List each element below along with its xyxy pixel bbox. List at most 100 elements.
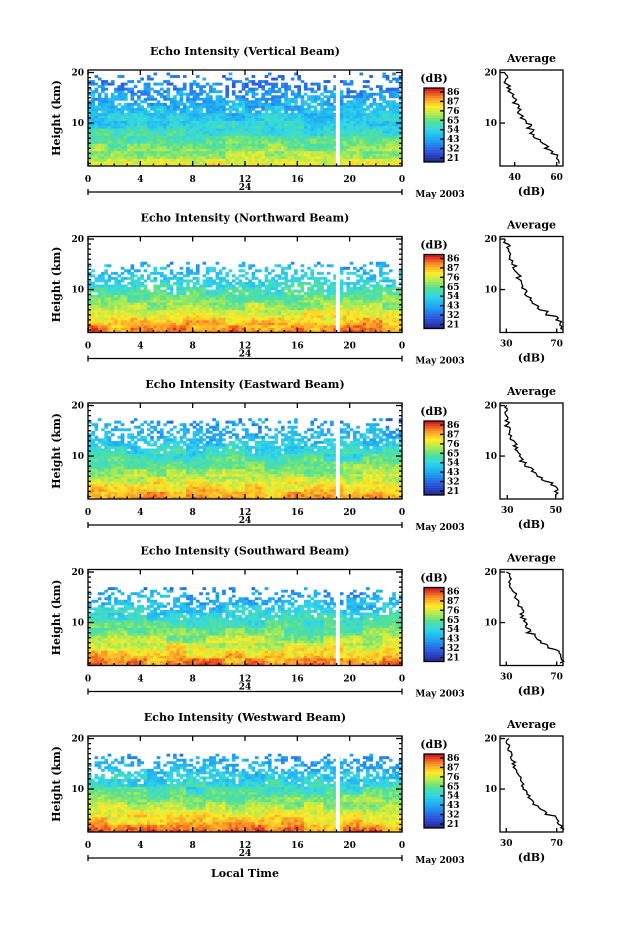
heatmap-cell <box>313 148 318 152</box>
heatmap-cell <box>218 138 223 142</box>
heatmap-cell <box>238 110 243 114</box>
heatmap-cell <box>156 153 161 157</box>
heatmap-cell <box>228 284 233 288</box>
heatmap-cell <box>362 118 367 121</box>
heatmap-cell <box>343 115 347 119</box>
heatmap-cell <box>303 307 308 311</box>
heatmap-cell <box>127 90 131 94</box>
heatmap-cell <box>359 110 364 114</box>
heatmap-cell <box>146 145 151 149</box>
heatmap-cell <box>254 314 259 318</box>
heatmap-cell <box>326 284 331 288</box>
heatmap-cell <box>280 276 285 280</box>
heatmap-cell <box>303 102 308 106</box>
heatmap-cell <box>385 118 390 121</box>
heatmap-cell <box>280 75 285 78</box>
heatmap-cell <box>372 97 377 101</box>
heatmap-cell <box>120 143 125 147</box>
heatmap-cell <box>140 163 144 167</box>
heatmap-cell <box>372 276 377 280</box>
heatmap-cell <box>343 128 347 132</box>
heatmap-cell <box>88 264 92 268</box>
heatmap-cell <box>313 297 318 301</box>
heatmap-cell <box>316 160 321 164</box>
heatmap-cell <box>310 138 315 142</box>
heatmap-cell <box>316 281 321 285</box>
heatmap-cell <box>271 115 275 119</box>
heatmap-cell <box>123 133 128 137</box>
heatmap-cell <box>104 314 109 318</box>
heatmap-cell <box>195 294 200 298</box>
heatmap-cell <box>238 274 243 278</box>
heatmap-cell <box>176 130 180 134</box>
heatmap-cell <box>186 314 190 318</box>
heatmap-cell <box>166 281 171 285</box>
heatmap-cell <box>320 110 324 114</box>
heatmap-cell <box>300 289 305 293</box>
heatmap-cell <box>366 143 370 147</box>
heatmap-cell <box>251 322 256 326</box>
heatmap-cell <box>385 125 390 129</box>
heatmap-cell <box>343 80 347 84</box>
heatmap-cell <box>202 77 207 81</box>
heatmap-cell <box>88 279 92 283</box>
heatmap-cell <box>290 299 295 303</box>
heatmap-cell <box>88 80 92 84</box>
heatmap-cell <box>261 312 266 316</box>
heatmap-cell <box>241 135 246 139</box>
heatmap-cell <box>159 130 164 134</box>
heatmap-cell <box>114 138 118 142</box>
heatmap-cell <box>326 150 331 154</box>
heatmap-cell <box>176 118 180 121</box>
heatmap-cell <box>120 112 125 116</box>
heatmap-cell <box>375 307 380 311</box>
heatmap-cell <box>97 95 102 99</box>
heatmap-cell <box>277 148 282 152</box>
heatmap-cell <box>294 302 298 306</box>
heatmap-cell <box>297 322 301 326</box>
heatmap-cell <box>222 135 226 139</box>
heatmap-cell <box>369 314 373 318</box>
heatmap-cell <box>362 289 367 293</box>
heatmap-cell <box>166 112 171 116</box>
heatmap-cell <box>366 309 370 313</box>
heatmap-cell <box>169 160 174 164</box>
heatmap-cell <box>222 297 226 301</box>
heatmap-cell <box>356 118 360 121</box>
heatmap-cell <box>153 289 158 293</box>
heatmap-cell <box>284 92 288 96</box>
heatmap-cell <box>323 309 328 313</box>
heatmap-cell <box>153 123 158 126</box>
heatmap-cell <box>261 138 266 142</box>
heatmap-cell <box>97 143 102 147</box>
heatmap-cell <box>310 128 315 132</box>
heatmap-cell <box>91 118 95 121</box>
heatmap-cell <box>359 284 364 288</box>
heatmap-cell <box>97 148 102 152</box>
heatmap-cell <box>231 133 236 137</box>
heatmap-cell <box>375 150 380 154</box>
heatmap-cell <box>356 302 360 306</box>
heatmap-cell <box>146 123 151 126</box>
heatmap-cell <box>153 130 158 134</box>
heatmap-cell <box>274 143 279 147</box>
heatmap-cell <box>313 128 318 132</box>
heatmap-cell <box>222 266 226 270</box>
heatmap-cell <box>189 289 194 293</box>
heatmap-cell <box>228 115 233 119</box>
heatmap-cell <box>284 97 288 101</box>
heatmap-cell <box>307 312 311 316</box>
heatmap-cell <box>323 112 328 116</box>
heatmap-cell <box>323 317 328 321</box>
heatmap-cell <box>349 112 354 116</box>
heatmap-cell <box>101 133 105 137</box>
heatmap-cell <box>186 125 190 129</box>
heatmap-cell <box>156 327 161 331</box>
heatmap-cell <box>379 163 383 167</box>
heatmap-cell <box>235 312 239 316</box>
heatmap-cell <box>110 327 115 331</box>
heatmap-cell <box>303 297 308 301</box>
heatmap-cell <box>261 128 266 132</box>
heatmap-cell <box>186 266 190 270</box>
heatmap-cell <box>326 145 331 149</box>
